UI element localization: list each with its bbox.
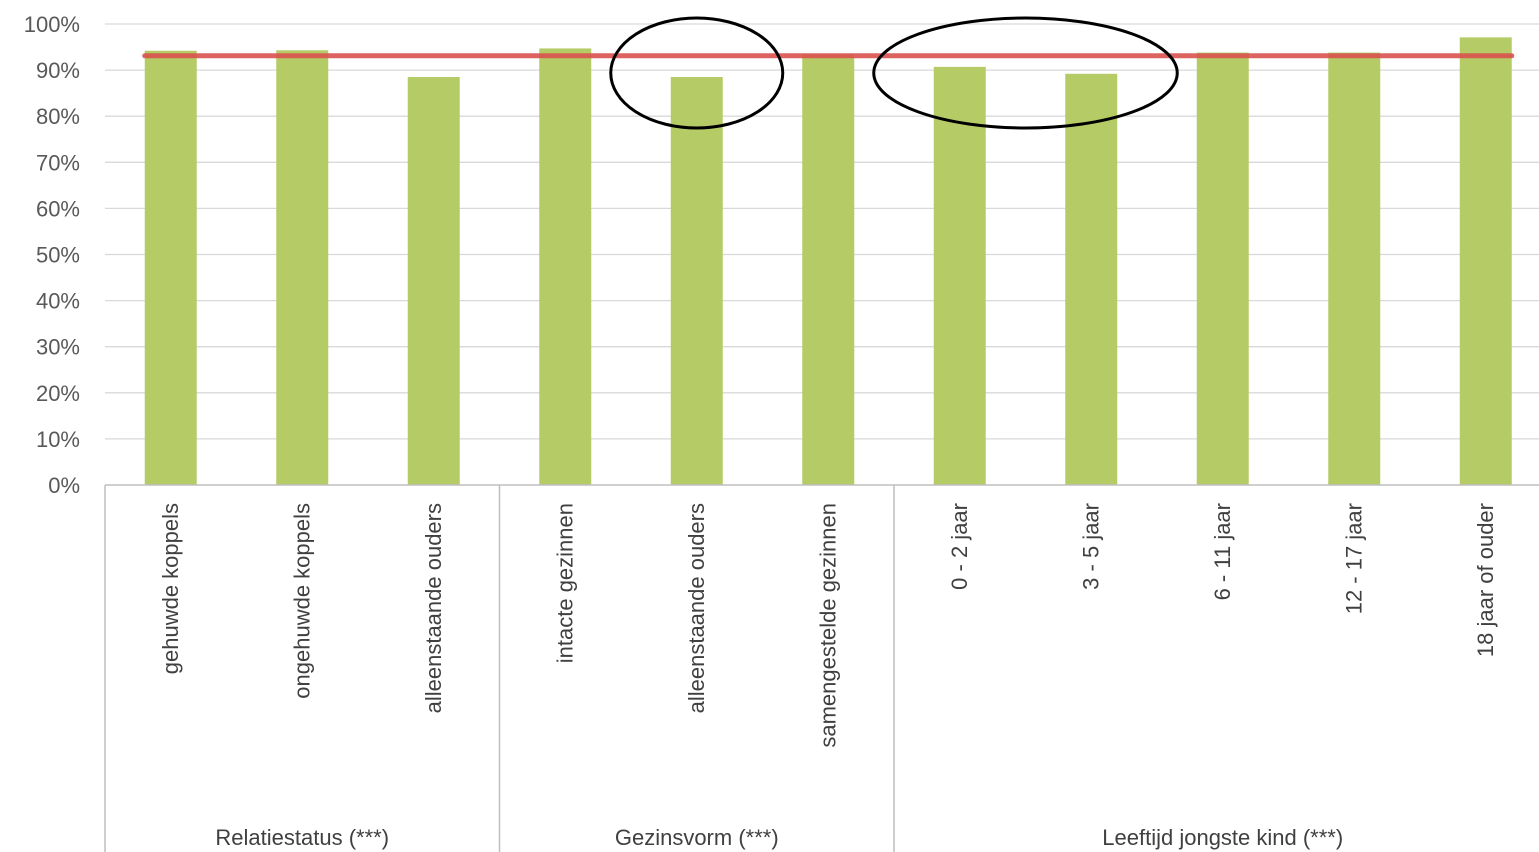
highlight-ellipse — [872, 16, 1179, 130]
bar — [144, 50, 197, 485]
bar — [933, 66, 986, 486]
category-label: 0 - 2 jaar — [947, 503, 972, 590]
bar — [670, 77, 723, 485]
category-label: alleenstaande ouders — [421, 503, 446, 713]
x-axis — [104, 484, 1539, 852]
group-label: Gezinsvorm (***) — [615, 825, 779, 850]
bar — [539, 48, 592, 486]
category-labels: gehuwde koppels ongehuwde koppels alleenst… — [158, 503, 1498, 748]
y-tick-label: 40% — [36, 289, 80, 314]
y-tick-label: 100% — [24, 12, 80, 37]
category-label: 6 - 11 jaar — [1210, 503, 1235, 600]
y-tick-label: 0% — [48, 473, 80, 498]
bar — [1459, 37, 1512, 486]
category-label: samengestelde gezinnen — [815, 503, 840, 748]
category-label: 3 - 5 jaar — [1078, 503, 1103, 590]
bar — [276, 50, 329, 485]
highlight-ellipses — [609, 16, 1179, 130]
highlight-ellipse — [609, 16, 785, 130]
category-label: ongehuwde koppels — [289, 503, 314, 699]
bar — [1065, 73, 1118, 486]
y-tick-label: 90% — [36, 58, 80, 83]
bar — [802, 54, 855, 486]
y-tick-label: 30% — [36, 335, 80, 360]
bar — [407, 77, 460, 485]
category-label: alleenstaande ouders — [684, 503, 709, 713]
group-label: Leeftijd jongste kind (***) — [1102, 825, 1343, 850]
y-tick-label: 60% — [36, 196, 80, 221]
category-label: 12 - 17 jaar — [1341, 503, 1366, 614]
y-tick-label: 80% — [36, 104, 80, 129]
group-labels: Relatiestatus (***) Gezinsvorm (***) Leeft… — [215, 825, 1343, 850]
bars — [144, 37, 1512, 486]
category-label: 18 jaar of ouder — [1473, 503, 1498, 657]
group-label: Relatiestatus (***) — [215, 825, 389, 850]
y-tick-label: 50% — [36, 243, 80, 268]
y-tick-label: 20% — [36, 381, 80, 406]
bar — [1328, 52, 1381, 485]
y-tick-label: 70% — [36, 150, 80, 175]
y-axis-tick-labels: 0% 10% 20% 30% 40% 50% 60% 70% 80% 90% 100% — [24, 12, 80, 498]
bar — [1196, 52, 1249, 485]
category-label: gehuwde koppels — [158, 503, 183, 674]
y-tick-label: 10% — [36, 427, 80, 452]
category-label: intacte gezinnen — [552, 503, 577, 663]
